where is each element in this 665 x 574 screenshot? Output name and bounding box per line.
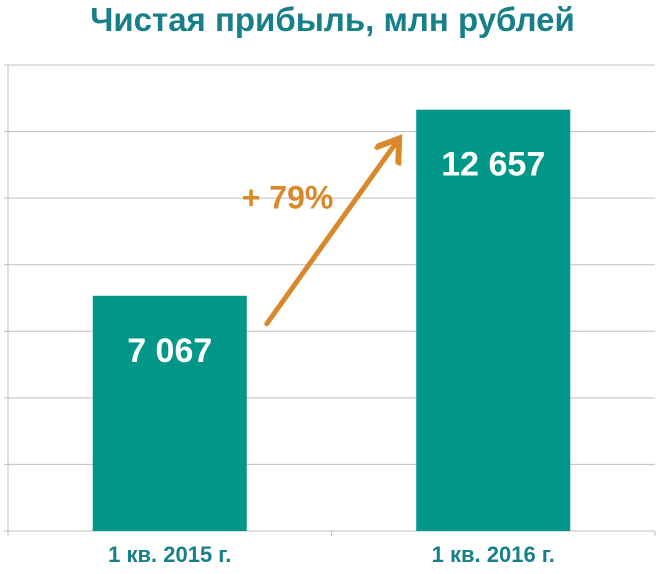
bar: [416, 109, 571, 532]
category-label: 1 кв. 2015 г.: [108, 542, 231, 567]
chart-title: Чистая прибыль, млн рублей: [90, 1, 575, 38]
bar-value-label: 12 657: [441, 146, 545, 184]
bar-value-label: 7 067: [127, 332, 212, 370]
bar: [92, 295, 247, 531]
category-labels: 1 кв. 2015 г. 1 кв. 2016 г.: [108, 542, 555, 567]
bars: [92, 109, 571, 532]
growth-arrow: [264, 140, 399, 327]
growth-percent-label: + 79%: [242, 180, 334, 216]
bar-value-labels: 7 067 12 657: [127, 146, 545, 370]
category-label: 1 кв. 2016 г.: [432, 542, 555, 567]
growth-annotation: + 79%: [242, 140, 399, 327]
